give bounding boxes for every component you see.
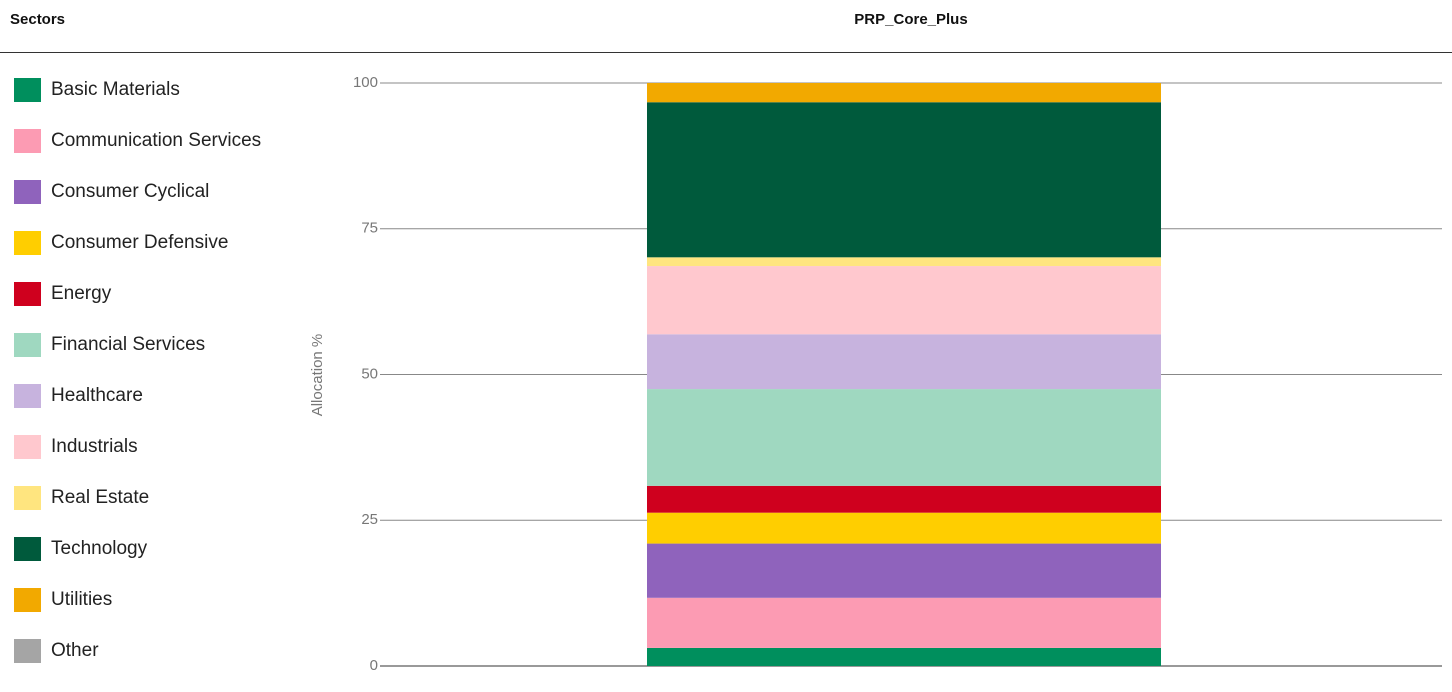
legend-item: Utilities [14,585,266,615]
legend-swatch [14,129,41,153]
legend-label: Consumer Cyclical [51,181,210,202]
bar-segment [647,389,1161,486]
legend-item: Consumer Defensive [14,228,266,258]
legend-swatch [14,384,41,408]
legend-title: Sectors [10,11,65,28]
y-tick-label: 25 [361,511,378,528]
legend-swatch [14,639,41,663]
legend-swatch [14,588,41,612]
legend-item: Other [14,636,266,666]
legend-swatch [14,486,41,510]
legend-item: Healthcare [14,381,266,411]
legend-swatch [14,78,41,102]
legend-swatch [14,231,41,255]
legend-swatch [14,282,41,306]
bar-segment [647,83,1161,103]
y-axis-label: Allocation % [309,334,326,417]
bar-segment [647,597,1161,648]
bar-segment [647,647,1161,666]
legend: Basic Materials Communication Services Con… [14,75,266,687]
category-label: PRP_Core_Plus [854,11,967,28]
y-tick-label: 75 [361,220,378,237]
legend-item: Basic Materials [14,75,266,105]
y-tick-label: 50 [361,365,378,382]
bar-segment [647,334,1161,390]
legend-label: Other [51,640,99,661]
legend-item: Real Estate [14,483,266,513]
legend-label: Financial Services [51,334,206,355]
legend-label: Technology [51,538,148,559]
legend-item: Communication Services [14,126,266,156]
legend-item: Financial Services [14,330,266,360]
bar-segment [647,257,1161,267]
legend-item: Energy [14,279,266,309]
legend-swatch [14,333,41,357]
legend-label: Energy [51,283,112,304]
bar-segment [647,102,1161,258]
bar-segment [647,485,1161,513]
bar-segment [647,512,1161,544]
y-tick-label: 0 [370,657,378,674]
bar-segment [647,266,1161,335]
legend-swatch [14,537,41,561]
legend-label: Utilities [51,589,113,610]
legend-swatch [14,180,41,204]
bar-segment [647,543,1161,598]
legend-label: Healthcare [51,385,143,406]
legend-item: Consumer Cyclical [14,177,266,207]
legend-label: Basic Materials [51,79,180,100]
legend-label: Real Estate [51,487,150,508]
legend-label: Industrials [51,436,138,457]
legend-item: Technology [14,534,266,564]
legend-item: Industrials [14,432,266,462]
legend-label: Consumer Defensive [51,232,229,253]
y-tick-label: 100 [353,74,378,91]
legend-label: Communication Services [51,130,262,151]
legend-swatch [14,435,41,459]
